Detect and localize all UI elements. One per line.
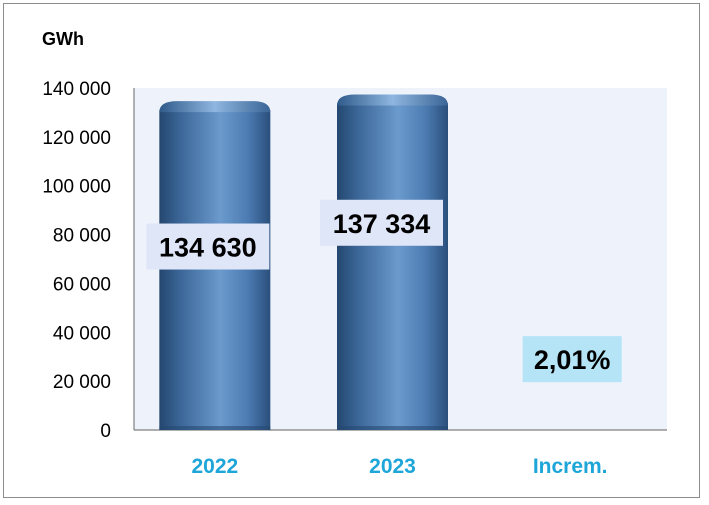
y-tick-label: 100 000 <box>42 177 111 198</box>
value-label: 137 334 <box>333 209 431 239</box>
x-category-label: 2023 <box>369 455 416 478</box>
value-labels: 134 630 137 334 2,01% <box>146 199 622 383</box>
bars <box>159 94 448 431</box>
x-category-label: 2022 <box>191 455 238 478</box>
y-tick-labels: 0 20 000 40 000 60 000 80 000 100 000 120 000 1… <box>42 79 111 442</box>
category-labels: 2022 2023 Increm. <box>191 455 607 478</box>
increment-label: 2,01% <box>534 345 611 375</box>
bar-cap <box>159 101 271 113</box>
value-label-box <box>320 199 443 246</box>
y-tick-label: 140 000 <box>42 79 111 100</box>
bar <box>337 103 448 430</box>
x-category-label: Increm. <box>533 455 608 478</box>
value-label-box <box>146 223 270 270</box>
increment-label-box <box>522 336 622 383</box>
y-tick-label: 120 000 <box>42 128 111 149</box>
y-tick-label: 60 000 <box>53 274 111 295</box>
y-tick-label: 0 <box>100 421 111 442</box>
y-tick-label: 40 000 <box>53 323 111 344</box>
unit-label: GWh <box>42 29 84 49</box>
y-tick-label: 20 000 <box>53 372 111 393</box>
bar-base <box>159 426 271 430</box>
y-tick-label: 80 000 <box>53 226 111 247</box>
bar-base <box>337 426 448 430</box>
bar-cap <box>337 94 448 106</box>
bar <box>159 110 271 431</box>
value-label: 134 630 <box>159 233 257 263</box>
